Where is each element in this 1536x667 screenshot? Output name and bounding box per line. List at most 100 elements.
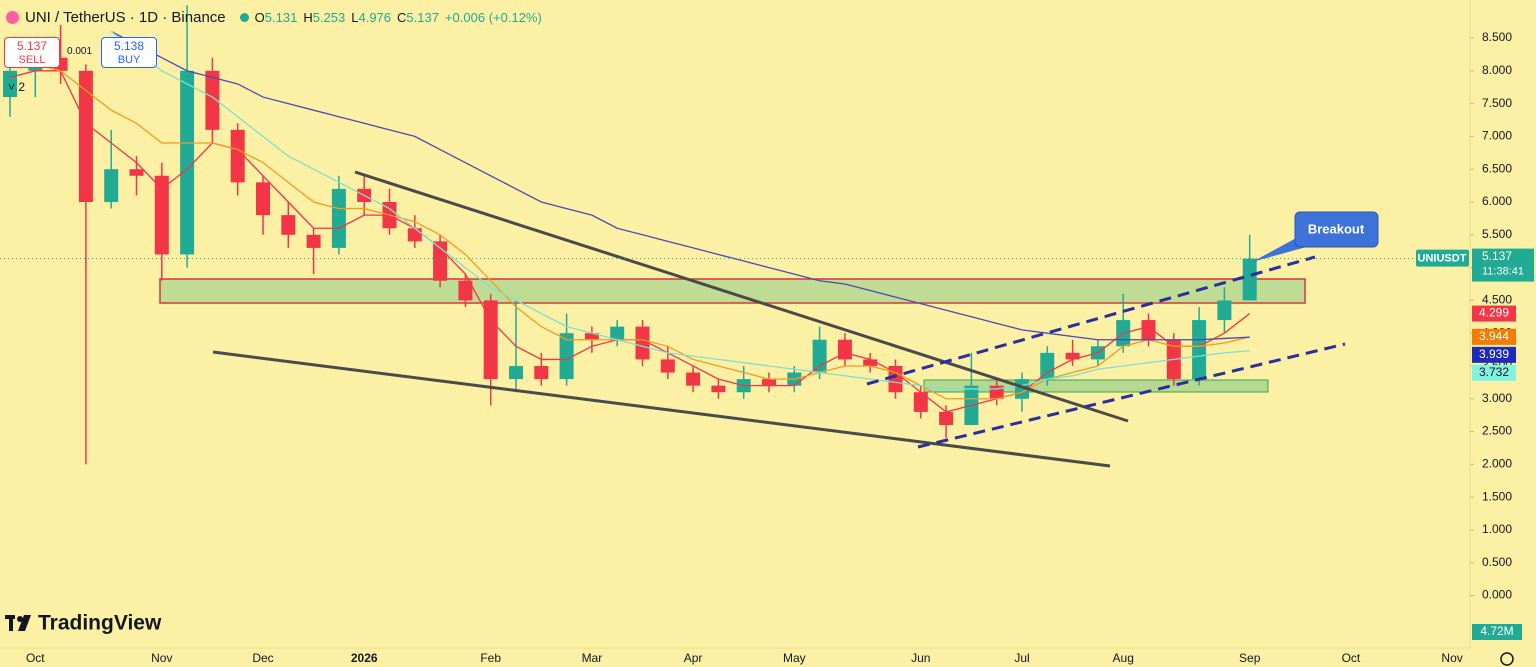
indicator-toggle[interactable]: ˅ 2 [8,80,26,94]
indicator-tag [1472,364,1516,381]
candle-body [281,215,296,235]
candle-body [1065,352,1080,360]
indicator-line [110,30,1250,341]
candle-body [711,385,726,393]
x-tick-label: Sep [1239,651,1261,665]
x-tick-label: Mar [582,651,603,665]
indicator-tag [1472,305,1516,322]
settings-icon[interactable] [1500,652,1514,666]
indicator-tag-text: 3.732 [1479,365,1509,379]
annotation: Breakout [1308,221,1365,236]
y-tick-label: 4.500 [1482,293,1512,307]
candle-body [610,326,625,340]
candle-body [407,228,422,242]
candle-body [1015,379,1029,399]
y-tick-label: 0.000 [1482,588,1512,602]
candle-body [762,379,776,386]
ohlc-value: 5.253 [312,10,346,25]
price-tag-countdown: 11:38:41 [1482,266,1524,278]
y-tick-label: 0.500 [1482,555,1512,569]
candle-body [104,169,119,203]
candle-body [458,280,473,301]
candle-body [154,175,169,255]
channel-line [866,255,1316,386]
x-tick-label: Jul [1014,651,1029,665]
candle-body [1217,300,1232,321]
x-tick-label: Nov [1441,651,1462,665]
y-tick-label: 1.000 [1482,522,1512,536]
candle-body [1040,352,1055,380]
candle-body [888,365,903,393]
candle-body [1192,320,1207,380]
candle-body [686,372,701,386]
channel-line [917,342,1346,449]
y-tick-label: 6.500 [1482,161,1512,175]
x-tick-label: Aug [1113,651,1134,665]
header: UNI / TetherUS · 1D · Binance O5.131 H5.2… [6,9,542,26]
breakout-callout: Breakout [1252,211,1379,262]
indicator-count: 2 [18,80,26,94]
x-tick-label: 2026 [351,651,378,665]
trendlines [212,170,1346,468]
volume-tag [1472,624,1522,640]
candle-body [534,365,549,380]
ohlc-value: 5.131 [264,10,298,25]
indicator-tag [1472,346,1516,363]
y-tick-label: 7.000 [1482,129,1512,143]
candle-body [863,359,878,366]
x-tick-label: Dec [252,651,273,665]
logo-text: TradingView [38,612,162,635]
spread: 0.001 [67,46,93,57]
status-dot [239,13,249,22]
y-tick-label: 5.500 [1482,227,1512,241]
x-tick-label: Jun [911,651,930,665]
x-tick-label: Nov [151,651,172,665]
y-tick-label: 1.500 [1482,489,1512,503]
logo-shape [17,616,23,622]
candle-body [180,70,195,255]
candle-body [837,339,852,360]
resistance-zone [159,278,1306,304]
ohlc-key: H [303,10,313,25]
price-tag [1472,248,1534,282]
candle-body [129,169,144,176]
candle-body [205,70,220,130]
trendline [354,170,1129,423]
candle-body [509,365,523,380]
y-tick-label: 2.500 [1482,424,1512,438]
ohlc-key: C [397,10,407,25]
change: +0.006 (+0.12%) [444,10,542,25]
logo-shape [9,615,13,631]
candle-body [331,188,346,248]
trendline [212,350,1111,468]
candle-body [939,411,954,426]
sell-button[interactable]: 5.137 SELL [4,37,60,68]
symbol-tag [1416,249,1469,267]
symbol: UNI / TetherUS · 1D · Binance [25,9,226,26]
candle-body [483,300,498,380]
ohlc-value: 5.137 [406,10,439,25]
ohlc-key: L [351,10,359,25]
indicator-tag-text: 3.939 [1479,347,1509,361]
candle-body [989,385,1004,399]
candle-body [584,333,599,340]
x-tick-label: Feb [480,651,501,665]
indicator-tag [1472,328,1516,345]
candle-body [78,70,93,203]
drawings [159,278,1306,393]
y-tick-label: 2.000 [1482,457,1512,471]
ohlc: O5.131 H5.253 L4.976 C5.137 [255,10,439,25]
indicator-line [9,57,1250,400]
buy-button[interactable]: 5.138 BUY [101,37,157,68]
y-tick-label: 3.000 [1482,391,1512,405]
ohlc-value: 4.976 [358,10,392,25]
y-tick-label: 6.000 [1482,194,1512,208]
candle-body [306,234,321,248]
indicator-line [110,30,1250,390]
candle-body [1141,320,1156,340]
symbol-icon [6,11,19,24]
buy-label: BUY [117,54,141,66]
x-tick-label: Oct [1342,651,1361,665]
